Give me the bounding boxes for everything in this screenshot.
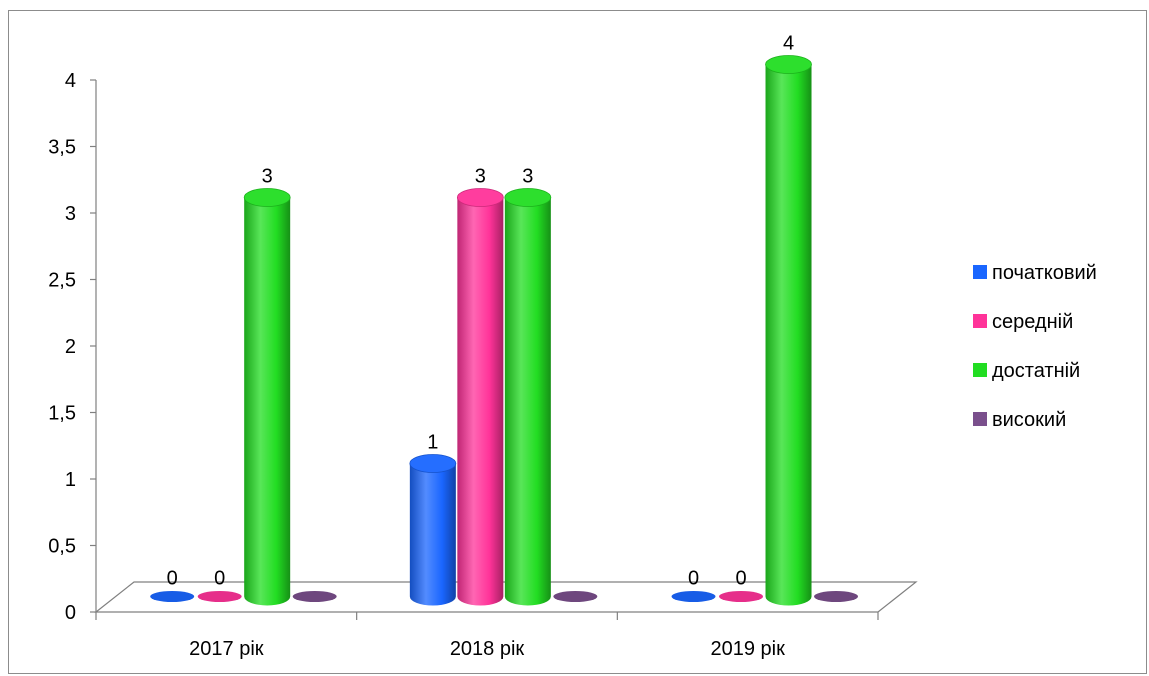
bar-top bbox=[456, 188, 504, 207]
legend-item-label: середній bbox=[992, 311, 1073, 333]
y-tick-label: 3,5 bbox=[48, 137, 76, 159]
chart-frame bbox=[8, 10, 1147, 674]
y-tick-label: 1,5 bbox=[48, 403, 76, 425]
y-tick-label: 1 bbox=[65, 469, 76, 491]
data-label: 0 bbox=[214, 568, 225, 590]
bar bbox=[814, 591, 859, 602]
x-tick-label: 2019 рік bbox=[710, 638, 785, 660]
legend-swatch bbox=[973, 363, 987, 377]
bar-body bbox=[409, 463, 456, 606]
axes: 0 0,5 1 1,5 2 2,5 3 3,5 4 2017 рік 2018 рік 2019 рі… bbox=[48, 70, 879, 660]
x-tick-label: 2017 рік bbox=[189, 638, 264, 660]
bar-zero bbox=[719, 591, 764, 602]
data-label: 0 bbox=[167, 568, 178, 590]
data-label: 4 bbox=[783, 33, 794, 55]
y-tick-label: 0 bbox=[65, 602, 76, 624]
data-label: 0 bbox=[688, 568, 699, 590]
legend-item-label: високий bbox=[992, 409, 1066, 431]
y-tick-label: 3 bbox=[65, 203, 76, 225]
bar bbox=[671, 591, 716, 602]
bar bbox=[150, 591, 195, 602]
bar-body bbox=[765, 64, 812, 606]
x-tick-label: 2018 рік bbox=[450, 638, 525, 660]
data-label: 3 bbox=[475, 166, 486, 188]
data-label: 3 bbox=[522, 166, 533, 188]
bar-zero bbox=[197, 591, 242, 602]
legend-item-label: достатній bbox=[992, 360, 1080, 382]
bar bbox=[197, 591, 242, 602]
bars bbox=[150, 55, 859, 606]
bar-top bbox=[243, 188, 291, 207]
y-tick-label: 0,5 bbox=[48, 536, 76, 558]
legend-swatch bbox=[973, 314, 987, 328]
data-label: 3 bbox=[262, 166, 273, 188]
bar-body bbox=[457, 197, 504, 606]
bar-body bbox=[504, 197, 551, 606]
y-tick-label: 2 bbox=[65, 336, 76, 358]
data-label: 1 bbox=[427, 432, 438, 454]
legend[interactable]: початковий середній достатній високий bbox=[973, 262, 1097, 431]
bar-body bbox=[244, 197, 291, 606]
legend-swatch bbox=[973, 412, 987, 426]
data-label: 0 bbox=[735, 568, 746, 590]
bar bbox=[409, 454, 457, 606]
bar-zero bbox=[671, 591, 716, 602]
y-tick-label: 2,5 bbox=[48, 270, 76, 292]
bar-top bbox=[409, 454, 457, 473]
legend-swatch bbox=[973, 265, 987, 279]
bar bbox=[292, 591, 337, 602]
bar bbox=[243, 188, 291, 606]
y-tick-label: 4 bbox=[65, 70, 76, 92]
bar bbox=[456, 188, 504, 606]
bar bbox=[504, 188, 552, 606]
bar-zero bbox=[292, 591, 337, 602]
bar bbox=[719, 591, 764, 602]
bar-zero bbox=[814, 591, 859, 602]
bar-zero bbox=[150, 591, 195, 602]
bar-top bbox=[765, 55, 812, 74]
bar-zero bbox=[553, 591, 598, 602]
bar-top bbox=[504, 188, 552, 207]
bar bbox=[553, 591, 598, 602]
data-labels: 0 0 3 1 3 3 0 0 4 bbox=[167, 33, 794, 590]
bar bbox=[765, 55, 812, 606]
legend-item-label: початковий bbox=[992, 262, 1097, 284]
